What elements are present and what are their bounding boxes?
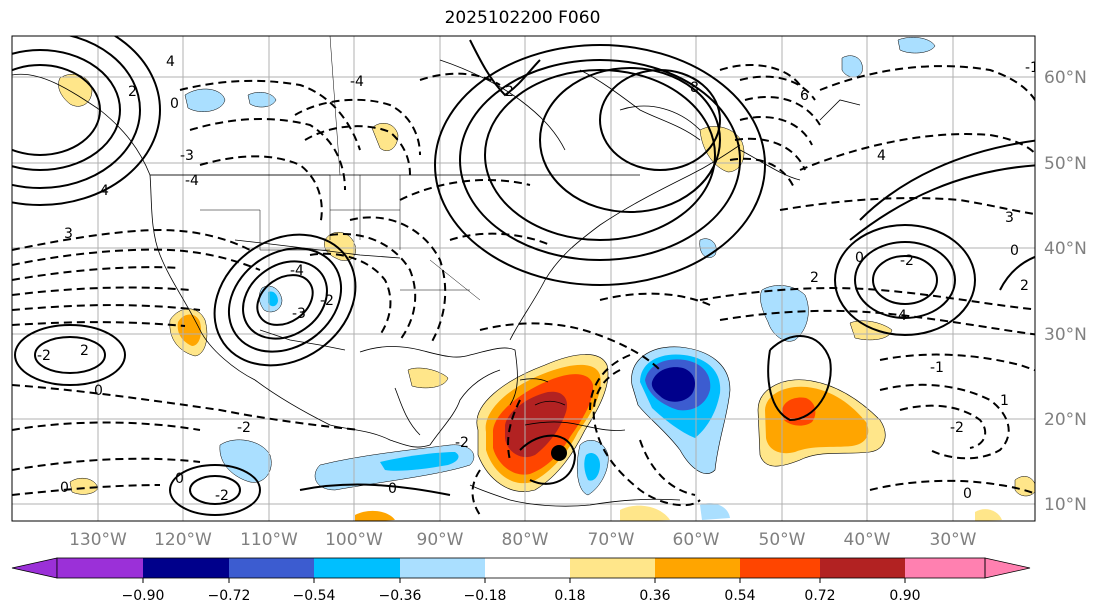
colorbar-tick-label: 0.90 — [889, 588, 920, 604]
colorbar-tick-label: 0.18 — [554, 588, 585, 604]
contour-label: -2 — [900, 253, 914, 269]
colorbar: −0.90 −0.72 −0.54 −0.36 −0.18 0.18 0.36 … — [11, 557, 1031, 604]
lat-label: 60°N — [1044, 68, 1087, 88]
lat-label: 10°N — [1044, 495, 1087, 515]
lon-label: 70°W — [588, 530, 635, 550]
colorbar-segment — [655, 558, 740, 578]
contour-label: -2 — [237, 420, 251, 436]
contour-labels: 4 0 2 -3 -4 4 3 -2 2 0 -4 -3 -2 0 8 6 -4… — [37, 54, 1039, 504]
colorbar-segment — [485, 558, 570, 578]
lat-axis: 60°N 50°N 40°N 30°N 20°N 10°N — [1044, 68, 1087, 515]
contour-label: 2 — [810, 270, 819, 286]
colorbar-tick-label: 0.36 — [639, 588, 670, 604]
contour-label: -4 — [350, 74, 364, 90]
colorbar-segment — [400, 558, 485, 578]
colorbar-tick-label: −0.54 — [293, 588, 336, 604]
contour-label: 4 — [898, 308, 907, 324]
contour-label: -4 — [185, 173, 199, 189]
contour-label: -2 — [950, 420, 964, 436]
contour-label: 0 — [175, 471, 184, 487]
contour-label: 3 — [64, 226, 73, 242]
lon-label: 120°W — [154, 530, 212, 550]
contour-label: -4 — [290, 263, 304, 279]
colorbar-segment — [570, 558, 655, 578]
contour-label: 0 — [94, 383, 103, 399]
contour-label: 2 — [505, 84, 514, 100]
colorbar-segment — [740, 558, 820, 578]
lon-axis: 130°W 120°W 110°W 100°W 90°W 80°W 70°W 6… — [69, 530, 977, 550]
contour-label: 0 — [60, 480, 69, 496]
contour-label: -2 — [37, 348, 51, 364]
map-title: 2025102200 F060 — [444, 8, 601, 28]
dashed-contours — [12, 64, 1035, 516]
colorbar-tick-label: 0.54 — [724, 588, 755, 604]
contour-label: -1 — [1025, 60, 1039, 76]
colorbar-segment — [314, 558, 400, 578]
contour-label: 2 — [1020, 278, 1029, 294]
contour-label: 2 — [128, 84, 137, 100]
contour-label: 0 — [170, 96, 179, 112]
lat-label: 40°N — [1044, 239, 1087, 259]
contour-label: -2 — [455, 435, 469, 451]
contour-label: 0 — [855, 250, 864, 266]
colorbar-segment — [820, 558, 905, 578]
contour-label: -2 — [320, 293, 334, 309]
plot-frame — [11, 35, 1036, 522]
colorbar-extend-high — [984, 557, 1031, 579]
contour-label: 6 — [800, 88, 809, 104]
lon-label: 80°W — [502, 530, 549, 550]
shaded-field — [58, 37, 1035, 521]
colorbar-tick-label: −0.36 — [379, 588, 422, 604]
contour-label: -3 — [292, 306, 306, 322]
lon-label: 50°W — [759, 530, 806, 550]
lat-label: 30°N — [1044, 325, 1087, 345]
colorbar-tick-label: −0.18 — [464, 588, 507, 604]
contour-label: 4 — [877, 148, 886, 164]
contour-label: 1 — [1000, 393, 1009, 409]
contour-label: 4 — [166, 54, 175, 70]
lon-label: 90°W — [417, 530, 464, 550]
colorbar-extend-low — [11, 557, 58, 579]
contour-label: 0 — [963, 486, 972, 502]
colorbar-segment — [229, 558, 314, 578]
lon-label: 110°W — [240, 530, 298, 550]
colorbar-tick-label: −0.90 — [122, 588, 165, 604]
borders — [150, 36, 481, 301]
lat-label: 50°N — [1044, 154, 1087, 174]
contour-label: -2 — [215, 488, 229, 504]
colorbar-segment — [143, 558, 229, 578]
contour-label: 3 — [1005, 210, 1014, 226]
lon-label: 60°W — [673, 530, 720, 550]
contour-label: 0 — [388, 481, 397, 497]
contour-label: 8 — [690, 80, 699, 96]
contour-label: 0 — [1010, 243, 1019, 259]
lon-label: 30°W — [930, 530, 977, 550]
contour-label: -3 — [180, 148, 194, 164]
colorbar-segment — [905, 558, 985, 578]
contour-label: 2 — [80, 343, 89, 359]
lon-label: 130°W — [69, 530, 127, 550]
storm-center-marker — [551, 445, 567, 461]
colorbar-tick-label: 0.72 — [804, 588, 835, 604]
lon-label: 100°W — [325, 530, 383, 550]
lat-label: 20°N — [1044, 410, 1087, 430]
contour-label: -1 — [930, 360, 944, 376]
contour-label: 4 — [100, 183, 109, 199]
colorbar-tick-label: −0.72 — [208, 588, 251, 604]
colorbar-segment — [57, 558, 143, 578]
solid-contours — [12, 36, 1035, 516]
lon-label: 40°W — [844, 530, 891, 550]
